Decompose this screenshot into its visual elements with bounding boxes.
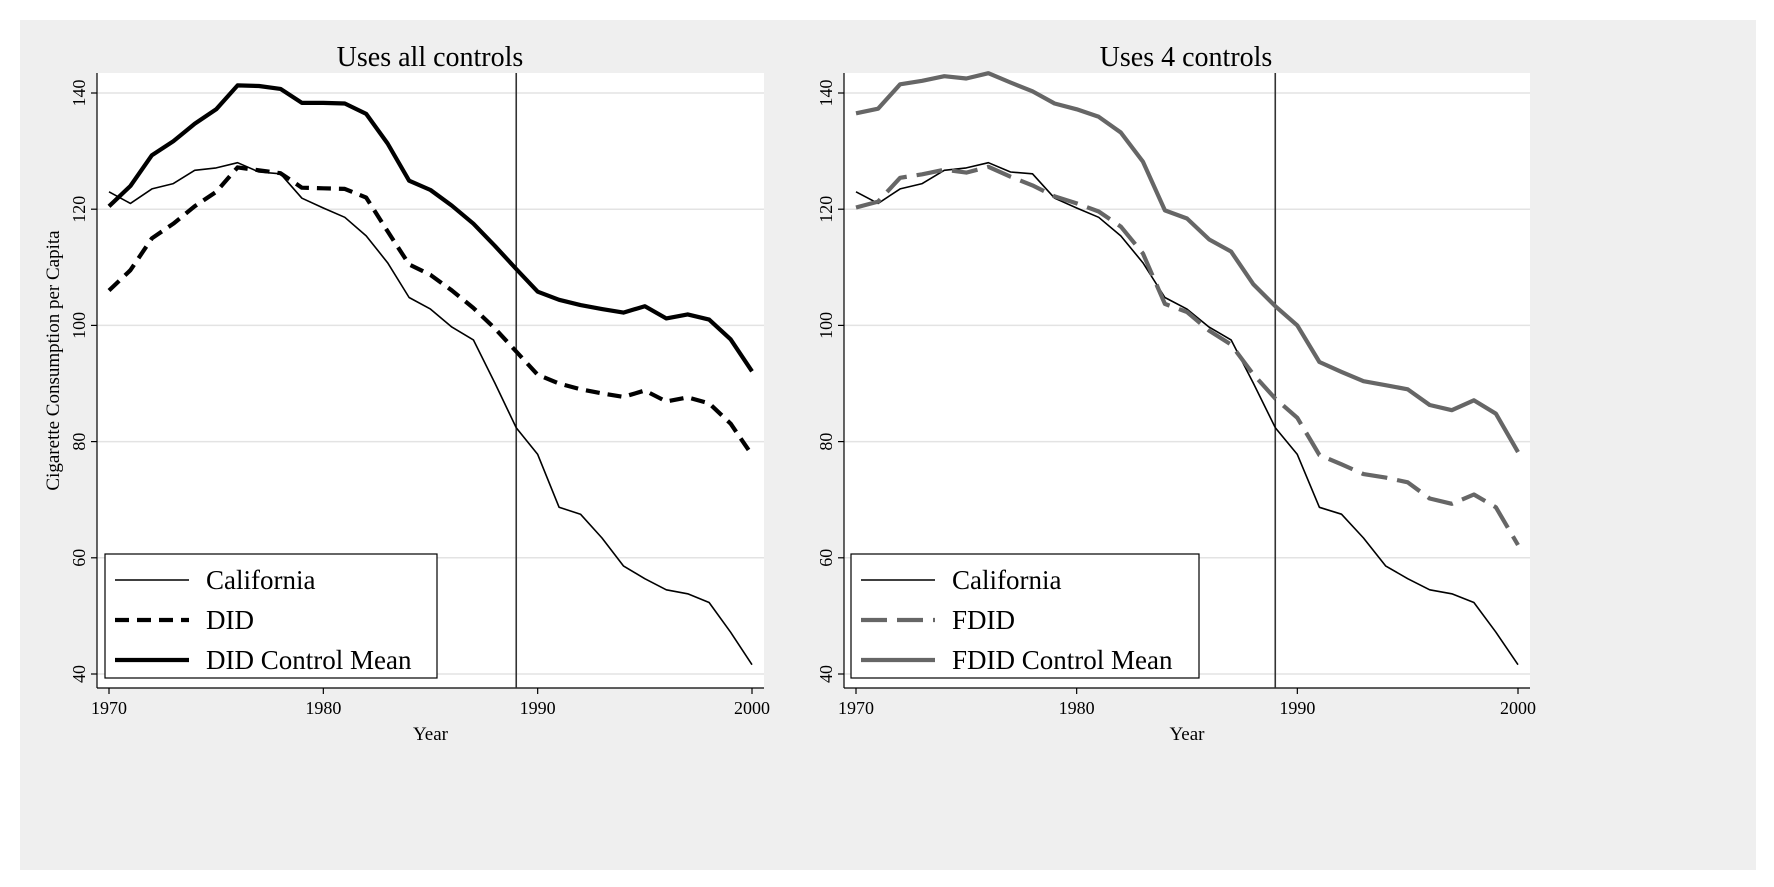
y-tick-label-100: 100 (816, 312, 836, 339)
legend: California DID DID Control Mean (104, 553, 438, 679)
y-tick-label-140: 140 (69, 80, 89, 107)
y-tick-label-100: 100 (69, 312, 89, 339)
figure-background: 40 60 80 100 120 140 1970 1980 1990 2000 Uses all … (20, 20, 1756, 870)
y-tick-label-120: 120 (816, 196, 836, 223)
legend-box (104, 553, 438, 679)
y-tick-label-60: 60 (816, 549, 836, 567)
legend-label-did: DID (206, 605, 254, 635)
x-tick-label-2000: 2000 (734, 698, 770, 718)
x-tick-label-2000: 2000 (1500, 698, 1536, 718)
legend-label-california: California (952, 565, 1061, 595)
panel-title: Uses 4 controls (1100, 42, 1273, 73)
x-tick-label-1990: 1990 (520, 698, 556, 718)
series-line-did-control-mean (107, 83, 754, 373)
y-tick-label-80: 80 (69, 433, 89, 451)
chart-panel-2: 40 60 80 100 120 140 1970 1980 1990 2000 Uses 4 co… (816, 42, 1536, 745)
legend-label-did-control-mean: DID Control Mean (206, 645, 412, 675)
legend-label-fdid: FDID (952, 605, 1015, 635)
x-tick-label-1980: 1980 (305, 698, 341, 718)
y-tick-label-40: 40 (816, 665, 836, 683)
series-line-california (855, 161, 1519, 666)
y-tick-label-60: 60 (69, 549, 89, 567)
series-line-california (108, 161, 753, 666)
x-axis-title: Year (413, 724, 449, 745)
series-line-did (107, 165, 754, 457)
x-axis-title: Year (1169, 724, 1205, 745)
chart-canvas: 40 60 80 100 120 140 1970 1980 1990 2000 Uses all … (43, 42, 1536, 745)
x-tick-label-1980: 1980 (1059, 698, 1095, 718)
series-line-fdid (855, 164, 1520, 547)
x-tick-label-1990: 1990 (1279, 698, 1315, 718)
series-line-fdid-control-mean (855, 71, 1520, 454)
x-tick-label-1970: 1970 (838, 698, 874, 718)
legend-box (850, 553, 1200, 679)
y-tick-label-80: 80 (816, 433, 836, 451)
chart-panel-1: 40 60 80 100 120 140 1970 1980 1990 2000 Uses all … (43, 42, 770, 745)
y-tick-label-120: 120 (69, 196, 89, 223)
x-tick-label-1970: 1970 (91, 698, 127, 718)
y-tick-label-40: 40 (69, 665, 89, 683)
panel-title: Uses all controls (337, 42, 524, 73)
y-tick-label-140: 140 (816, 80, 836, 107)
legend-label-fdid-control-mean: FDID Control Mean (952, 645, 1173, 675)
y-axis-title: Cigarette Consumption per Capita (43, 230, 64, 491)
legend-label-california: California (206, 565, 315, 595)
legend: California FDID FDID Control Mean (850, 553, 1200, 679)
